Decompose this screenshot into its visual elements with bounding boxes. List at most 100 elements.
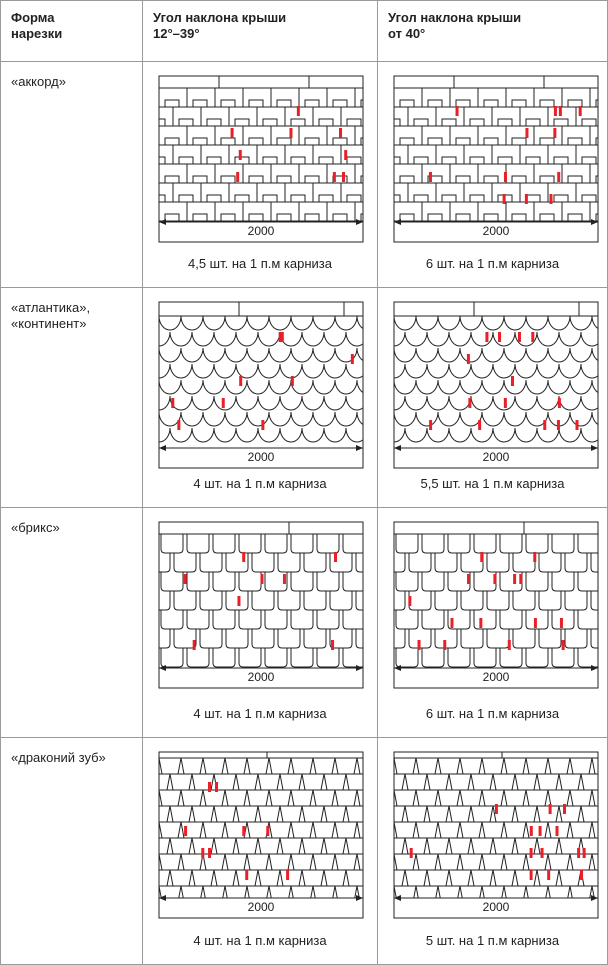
shape [577, 610, 598, 630]
shape [503, 315, 527, 331]
shape [159, 789, 182, 807]
shape [536, 805, 560, 823]
shape [413, 194, 429, 202]
shape [238, 648, 262, 668]
shape [192, 175, 208, 183]
shape [551, 572, 575, 592]
shape [426, 331, 450, 347]
shape [213, 805, 237, 823]
shape [301, 773, 325, 791]
shape [160, 572, 184, 592]
shape [159, 395, 171, 411]
shape [399, 137, 415, 145]
shape [437, 411, 461, 427]
shape [394, 885, 417, 898]
shape [404, 331, 428, 347]
shape [511, 99, 527, 107]
shape [595, 99, 598, 107]
shape [437, 853, 461, 871]
shape [404, 427, 428, 443]
shape [169, 331, 193, 347]
shape [301, 363, 325, 379]
shape [290, 118, 306, 126]
shape [503, 379, 527, 395]
shape [525, 411, 549, 427]
shape [356, 853, 363, 871]
shape [481, 411, 505, 427]
shape [345, 837, 363, 855]
shape [558, 869, 582, 887]
shape [257, 363, 281, 379]
nail [342, 172, 346, 182]
shape [447, 610, 471, 630]
nail [192, 640, 196, 650]
shape [459, 315, 483, 331]
shape [318, 194, 334, 202]
shape [525, 610, 549, 630]
shape [514, 395, 538, 411]
nail [282, 574, 286, 584]
shape [421, 534, 445, 554]
shape [251, 553, 275, 573]
shape [316, 610, 340, 630]
shape [159, 837, 171, 855]
row-label: «драконий зуб» [11, 750, 106, 765]
nail [524, 194, 528, 204]
shape [512, 629, 536, 649]
shape [514, 869, 538, 887]
nail [467, 574, 471, 584]
shape [470, 805, 494, 823]
shape [460, 629, 484, 649]
shape [539, 213, 555, 221]
shape [248, 213, 264, 221]
shape [547, 379, 571, 395]
shape [312, 315, 336, 331]
shape [220, 175, 236, 183]
shape [511, 213, 527, 221]
shape [481, 757, 505, 775]
shape [577, 648, 598, 668]
shape [180, 379, 204, 395]
shape [224, 885, 248, 898]
shape [394, 427, 406, 443]
shape [277, 591, 301, 611]
shape [342, 534, 363, 554]
shape [304, 213, 320, 221]
shape [511, 137, 527, 145]
shape [486, 629, 510, 649]
header-text: Форма [11, 10, 55, 25]
shape [514, 837, 538, 855]
shape [394, 805, 406, 823]
shape [426, 869, 450, 887]
header-cell: Угол наклона крыши от 40° [378, 0, 608, 62]
shape [394, 118, 401, 126]
shape [395, 534, 419, 554]
shape [268, 821, 292, 839]
shape [511, 175, 527, 183]
shape [329, 629, 353, 649]
shape [492, 837, 516, 855]
nail [533, 618, 537, 628]
shape [525, 821, 549, 839]
shape [569, 411, 593, 427]
shape [395, 648, 419, 668]
row-label: «континент» [11, 316, 87, 331]
shape [437, 757, 461, 775]
shape [173, 591, 197, 611]
shape [558, 363, 582, 379]
shape [437, 379, 461, 395]
nail [443, 640, 447, 650]
header-text: 12°–39° [153, 26, 200, 41]
shape [421, 610, 445, 630]
shape [312, 757, 336, 775]
shape [159, 379, 182, 395]
shape [213, 869, 237, 887]
nail [289, 128, 293, 138]
shape [303, 629, 327, 649]
shape [323, 837, 347, 855]
shape [316, 534, 340, 554]
shape [448, 869, 472, 887]
shape [257, 805, 281, 823]
table-cell: 2000 6 шт. на 1 п.м карниза [378, 62, 608, 288]
shape [169, 837, 193, 855]
